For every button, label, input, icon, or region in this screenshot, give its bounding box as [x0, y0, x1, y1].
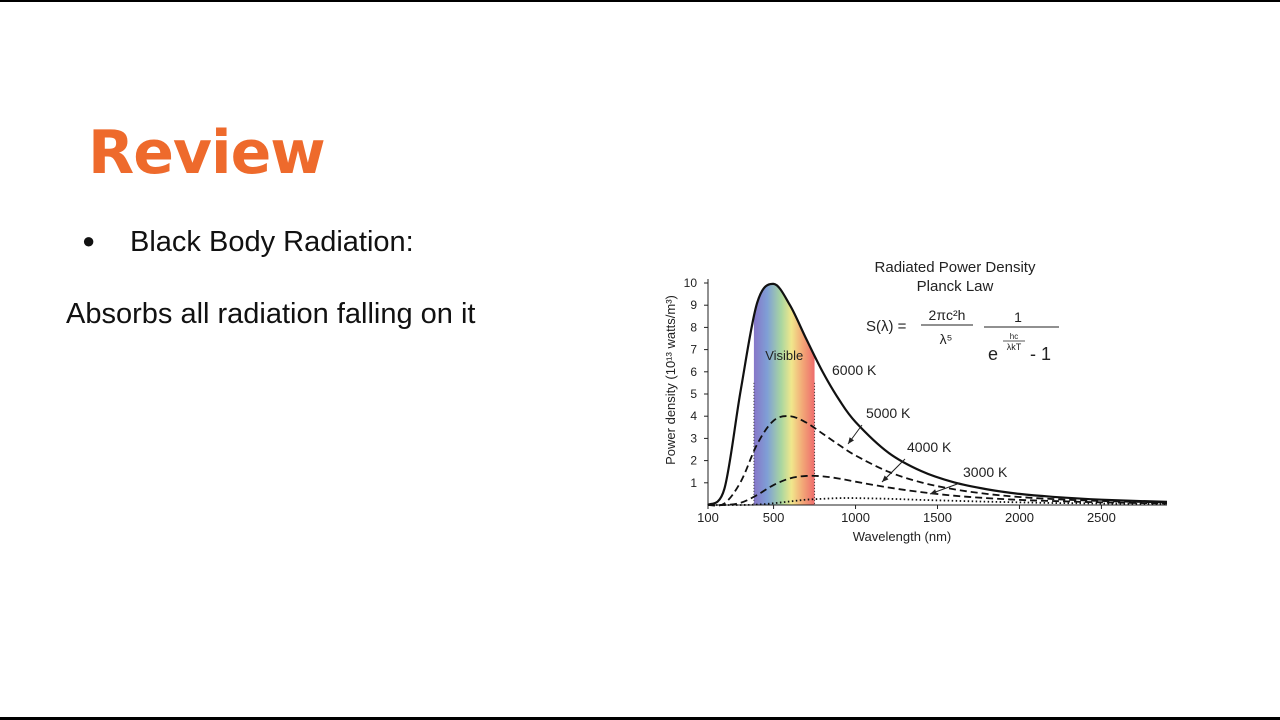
curve: [707, 415, 1168, 507]
top-edge: [0, 0, 1280, 2]
curve: [707, 282, 1168, 506]
y-tick-label: 9: [690, 298, 697, 312]
y-tick-label: 5: [690, 387, 697, 401]
x-tick-label: 2500: [1087, 510, 1116, 525]
formula-tail: - 1: [1030, 344, 1051, 364]
formula-den: λ⁵: [940, 331, 953, 347]
y-tick-label: 1: [690, 476, 697, 490]
x-tick-label: 1000: [841, 510, 870, 525]
x-tick-label: 100: [697, 510, 719, 525]
body-text: Absorbs all radiation falling on it: [66, 298, 476, 330]
bullet-dot: ●: [82, 228, 96, 253]
y-tick-label: 2: [690, 454, 697, 468]
y-tick-label: 8: [690, 320, 697, 334]
x-tick-label: 1500: [923, 510, 952, 525]
curve: [707, 474, 1168, 507]
arrow-head: [848, 437, 855, 444]
y-tick-label: 3: [690, 431, 697, 445]
arrow-head: [882, 475, 889, 482]
arrow-head: [930, 489, 937, 495]
chart-subtitle: Planck Law: [917, 278, 994, 295]
formula-exp: λkT: [1007, 342, 1022, 352]
visible-label: Visible: [765, 348, 803, 363]
x-tick-label: 2000: [1005, 510, 1034, 525]
bottom-edge: [0, 717, 1280, 720]
x-tick-label: 500: [763, 510, 785, 525]
y-tick-label: 4: [690, 409, 697, 423]
curve-label: 4000 K: [907, 439, 952, 455]
slide-title: Review: [88, 118, 326, 188]
formula-num: 2πc²h: [929, 307, 966, 323]
x-axis-label: Wavelength (nm): [853, 529, 952, 544]
y-tick-label: 7: [690, 343, 697, 357]
formula-exp: hc: [1010, 332, 1018, 341]
curve-label: 5000 K: [866, 405, 911, 421]
visible-band: [753, 283, 815, 505]
curve-label: 6000 K: [832, 362, 877, 378]
formula-num: 1: [1014, 309, 1022, 325]
curve-label: 3000 K: [963, 464, 1008, 480]
formula-base: e: [988, 344, 998, 364]
y-tick-label: 10: [684, 276, 698, 290]
y-axis-label: Power density (10¹³ watts/m³): [663, 295, 678, 465]
formula-lhs: S(λ) =: [866, 318, 907, 335]
bullet-text: Black Body Radiation:: [130, 226, 414, 258]
chart-title: Radiated Power Density: [875, 259, 1036, 276]
y-tick-label: 6: [690, 365, 697, 379]
curve: [708, 497, 1168, 506]
